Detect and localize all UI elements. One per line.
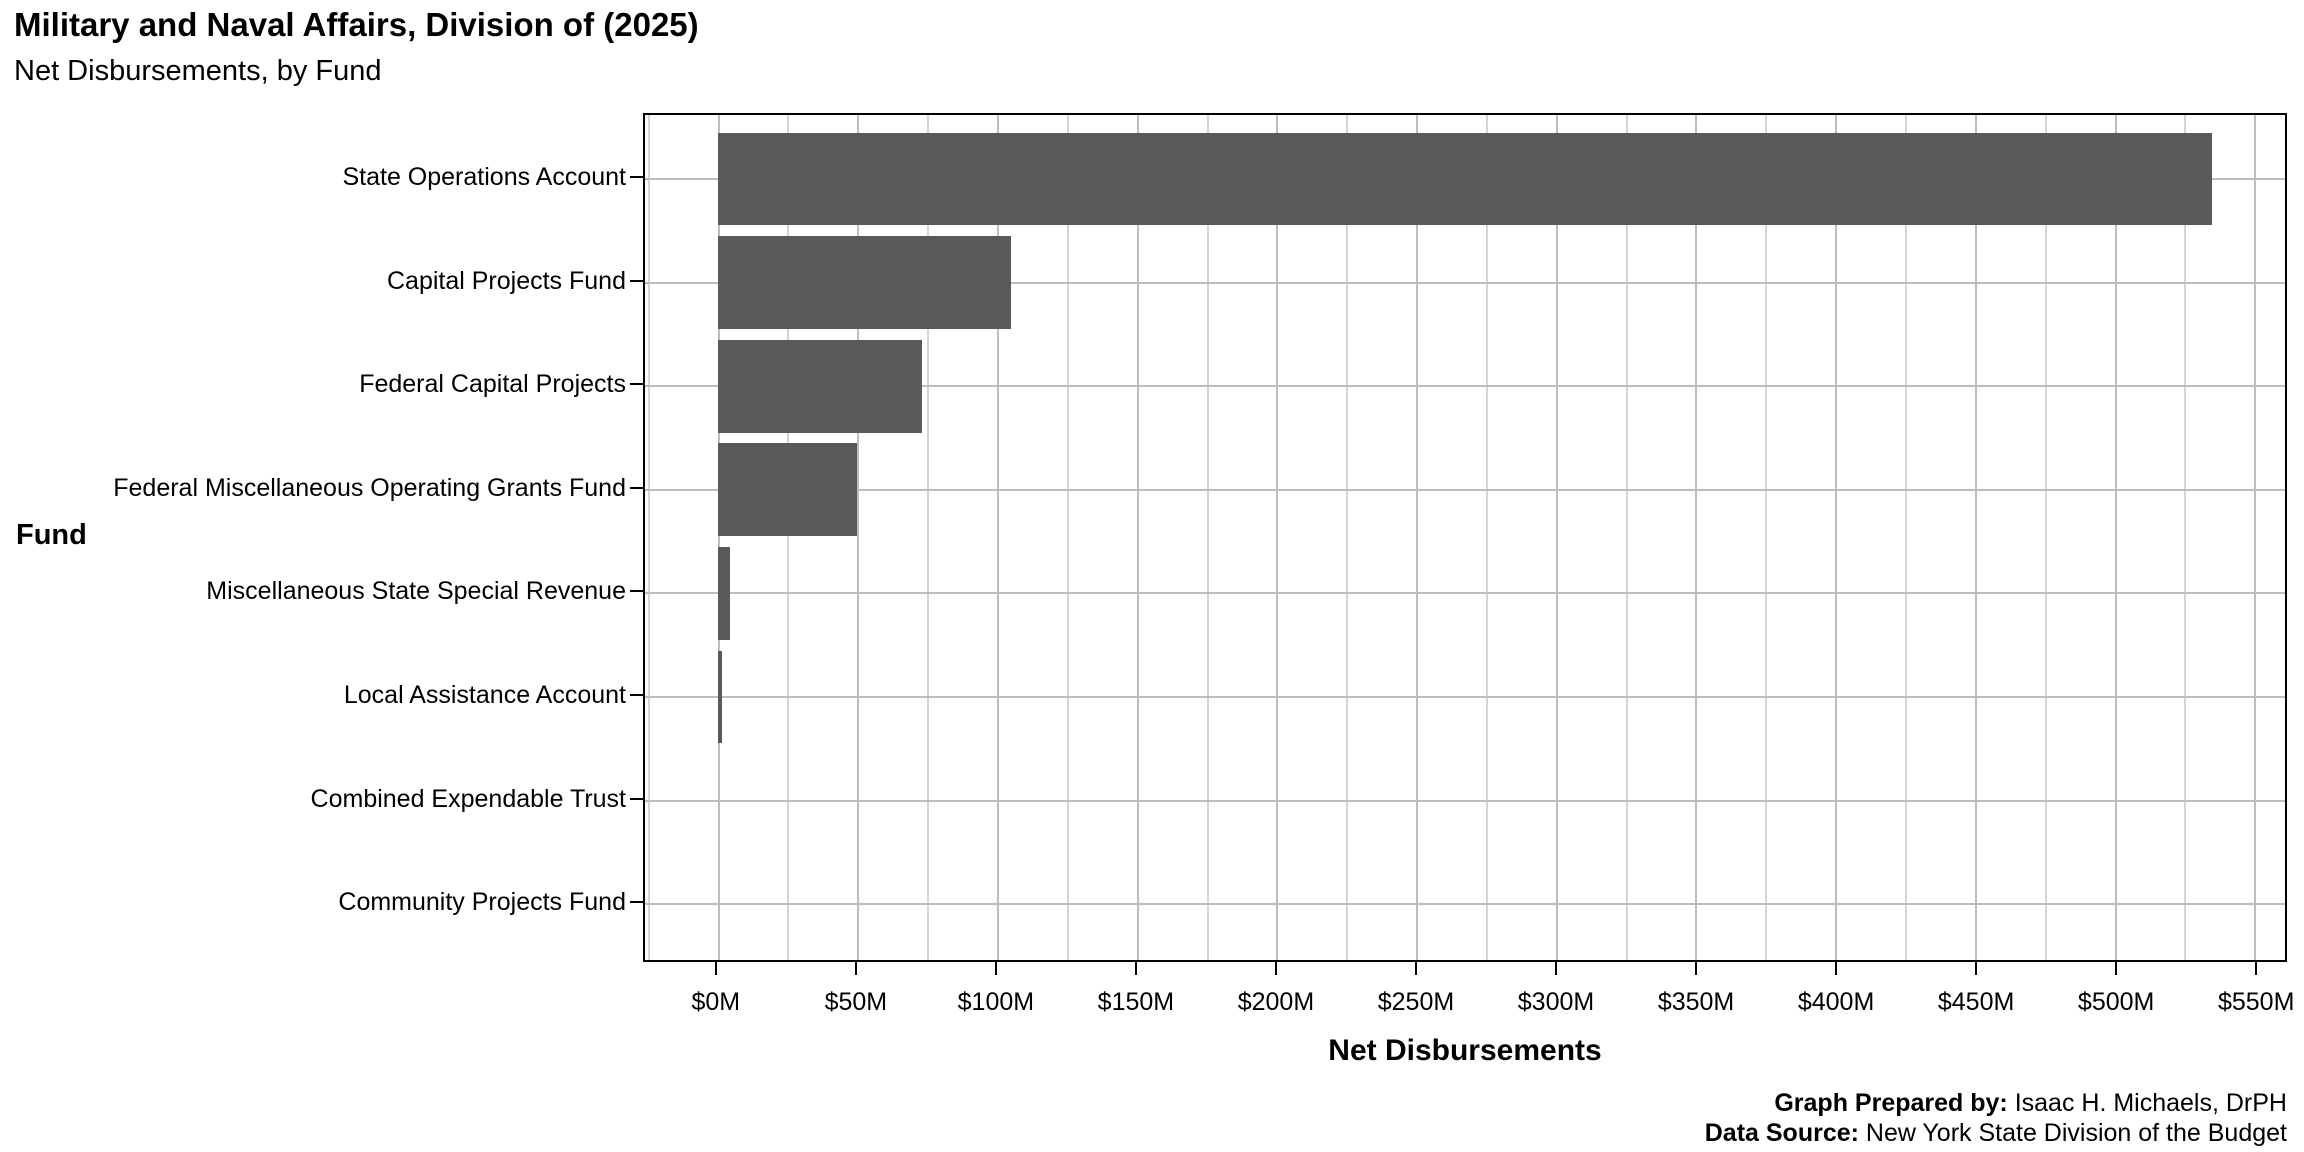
footer-prepared-by: Graph Prepared by: Isaac H. Michaels, Dr… (1705, 1088, 2287, 1118)
category-label: Miscellaneous State Special Revenue (206, 577, 626, 606)
category-label: Capital Projects Fund (386, 266, 626, 295)
x-tick (994, 962, 997, 975)
y-tick (630, 797, 643, 800)
x-tick-label: $100M (957, 988, 1035, 1016)
category-label: Federal Capital Projects (359, 370, 626, 399)
x-tick (714, 962, 717, 975)
y-gridline (645, 592, 2285, 595)
y-axis-title: Fund (16, 519, 87, 551)
x-tick (1555, 962, 1558, 975)
x-gridline-minor (1066, 115, 1069, 960)
footer-credits: Graph Prepared by: Isaac H. Michaels, Dr… (1705, 1088, 2287, 1148)
x-gridline-minor (1765, 115, 1768, 960)
x-tick-label: $200M (1237, 988, 1315, 1016)
x-tick-label: $250M (1377, 988, 1455, 1016)
x-gridline-major (1416, 115, 1419, 960)
x-tick-label: $150M (1097, 988, 1175, 1016)
x-gridline-major (1276, 115, 1279, 960)
x-tick (1835, 962, 1838, 975)
x-tick (854, 962, 857, 975)
plot-panel (643, 113, 2287, 962)
x-gridline-major (1136, 115, 1139, 960)
x-tick-label: $350M (1657, 988, 1735, 1016)
x-gridline-major (1695, 115, 1698, 960)
bar (717, 443, 858, 537)
x-gridline-major (1974, 115, 1977, 960)
x-tick-label: $50M (824, 988, 888, 1016)
y-gridline (645, 799, 2285, 802)
x-gridline-major (997, 115, 1000, 960)
x-tick-label: $300M (1517, 988, 1595, 1016)
x-tick (1134, 962, 1137, 975)
x-tick (1414, 962, 1417, 975)
x-gridline-major (717, 115, 720, 960)
y-tick (630, 694, 643, 696)
x-gridline-minor (787, 115, 790, 960)
x-tick-label: $450M (1937, 988, 2015, 1016)
x-gridline-major (1555, 115, 1558, 960)
y-gridline (645, 696, 2285, 698)
x-tick (1975, 962, 1978, 975)
y-gridline (645, 385, 2285, 388)
x-gridline-minor (927, 115, 930, 960)
category-label: State Operations Account (342, 163, 626, 191)
y-tick (630, 279, 643, 282)
bar (717, 236, 1011, 329)
chart-subtitle: Net Disbursements, by Fund (14, 55, 382, 87)
y-tick (630, 176, 643, 178)
x-gridline-major (857, 115, 860, 960)
x-tick-label: $550M (2217, 988, 2295, 1016)
footer-prepared-by-value: Isaac H. Michaels, DrPH (2007, 1089, 2287, 1117)
x-gridline-minor (1485, 115, 1488, 960)
footer-prepared-by-label: Graph Prepared by: (1774, 1089, 2008, 1117)
x-tick-label: $400M (1797, 988, 1875, 1016)
y-tick (630, 383, 643, 386)
y-gridline (645, 903, 2285, 906)
category-label: Community Projects Fund (338, 888, 626, 917)
x-tick (1274, 962, 1277, 975)
x-tick (2255, 962, 2258, 975)
y-tick (630, 486, 643, 489)
x-gridline-major (1835, 115, 1838, 960)
x-tick (2115, 962, 2118, 975)
bar (717, 547, 731, 640)
category-label: Local Assistance Account (343, 681, 626, 709)
footer-data-source-value: New York State Division of the Budget (1858, 1119, 2287, 1147)
category-label: Federal Miscellaneous Operating Grants F… (113, 473, 626, 502)
chart-title: Military and Naval Affairs, Division of … (14, 6, 699, 43)
footer-data-source: Data Source: New York State Division of … (1705, 1118, 2287, 1148)
x-gridline-major (2254, 115, 2257, 960)
y-gridline (645, 488, 2285, 491)
x-gridline-major (2114, 115, 2117, 960)
x-gridline-minor (1625, 115, 1628, 960)
bar (717, 650, 723, 744)
footer-data-source-label: Data Source: (1704, 1119, 1859, 1147)
bar (717, 132, 2213, 226)
x-gridline-minor (647, 115, 650, 960)
x-gridline-minor (2184, 115, 2187, 960)
category-label: Combined Expendable Trust (310, 784, 626, 813)
x-tick-label: $0M (691, 988, 741, 1016)
x-gridline-minor (2044, 115, 2047, 960)
y-tick (630, 901, 643, 904)
x-tick-label: $500M (2077, 988, 2155, 1016)
x-gridline-minor (1206, 115, 1209, 960)
y-gridline (645, 281, 2285, 284)
y-tick (630, 590, 643, 593)
x-axis-title: Net Disbursements (1328, 1034, 1602, 1067)
x-gridline-minor (1905, 115, 1908, 960)
x-tick (1695, 962, 1698, 975)
bar (717, 339, 922, 433)
x-gridline-minor (1346, 115, 1349, 960)
